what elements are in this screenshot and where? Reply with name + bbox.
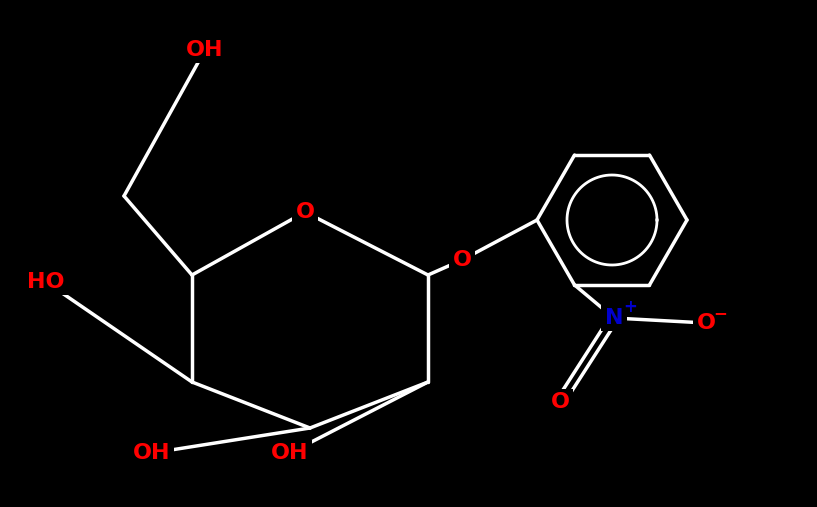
Text: OH: OH <box>186 40 224 60</box>
Text: HO: HO <box>27 272 65 292</box>
Text: OH: OH <box>271 443 309 463</box>
Text: O: O <box>453 250 471 270</box>
Text: O: O <box>551 392 569 412</box>
Text: O: O <box>697 313 716 333</box>
Text: +: + <box>623 298 637 316</box>
Text: OH: OH <box>133 443 171 463</box>
Text: O: O <box>296 202 315 222</box>
Text: N: N <box>605 308 623 328</box>
Text: −: − <box>713 304 727 322</box>
